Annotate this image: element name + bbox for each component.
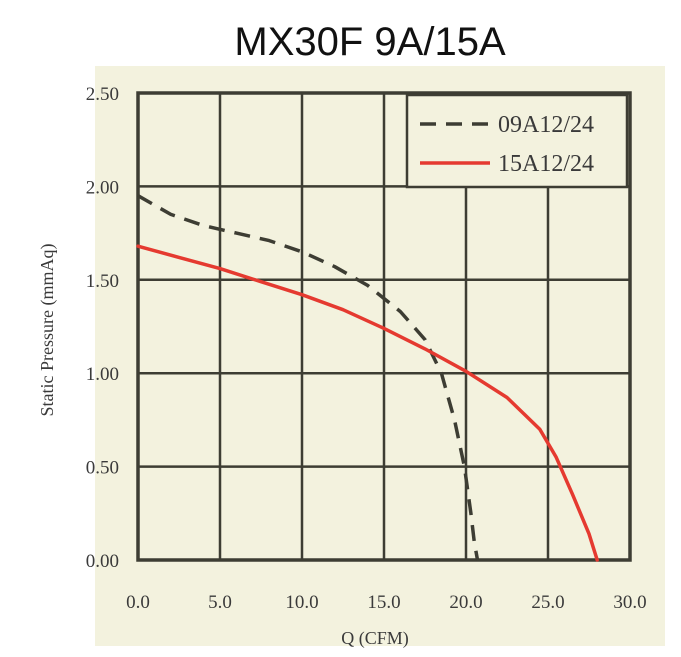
x-tick-label-3: 15.0 <box>367 592 400 613</box>
y-tick-label-2: 1.00 <box>86 364 119 385</box>
x-tick-labels: 0.0 5.0 10.0 15.0 20.0 25.0 30.0 <box>126 592 647 613</box>
x-tick-label-2: 10.0 <box>285 592 318 613</box>
chart-title: MX30F 9A/15A <box>234 20 506 64</box>
y-tick-label-0: 0.00 <box>86 551 119 572</box>
legend-box <box>405 93 629 189</box>
series-line-1 <box>136 244 599 562</box>
x-tick-label-1: 5.0 <box>208 592 232 613</box>
legend-label-09a: 09A12/24 <box>498 112 594 138</box>
series-layer <box>136 194 599 562</box>
x-tick-label-0: 0.0 <box>126 592 150 613</box>
legend: 09A12/24 15A12/24 <box>405 93 629 189</box>
legend-label-15a: 15A12/24 <box>498 151 594 177</box>
series-line-0 <box>137 194 480 561</box>
y-tick-labels: 0.00 0.50 1.00 1.50 2.00 2.50 <box>86 84 119 572</box>
x-axis-label: Q (CFM) <box>341 628 409 649</box>
plot-frame <box>136 91 632 562</box>
y-tick-label-5: 2.50 <box>86 84 119 105</box>
x-tick-label-6: 30.0 <box>613 592 646 613</box>
y-tick-label-1: 0.50 <box>86 458 119 479</box>
x-tick-label-4: 20.0 <box>449 592 482 613</box>
x-tick-label-5: 25.0 <box>531 592 564 613</box>
y-tick-label-4: 2.00 <box>86 177 119 198</box>
grid <box>136 91 632 562</box>
y-tick-label-3: 1.50 <box>86 271 119 292</box>
y-axis-label: Static Pressure (mmAq) <box>37 244 58 417</box>
